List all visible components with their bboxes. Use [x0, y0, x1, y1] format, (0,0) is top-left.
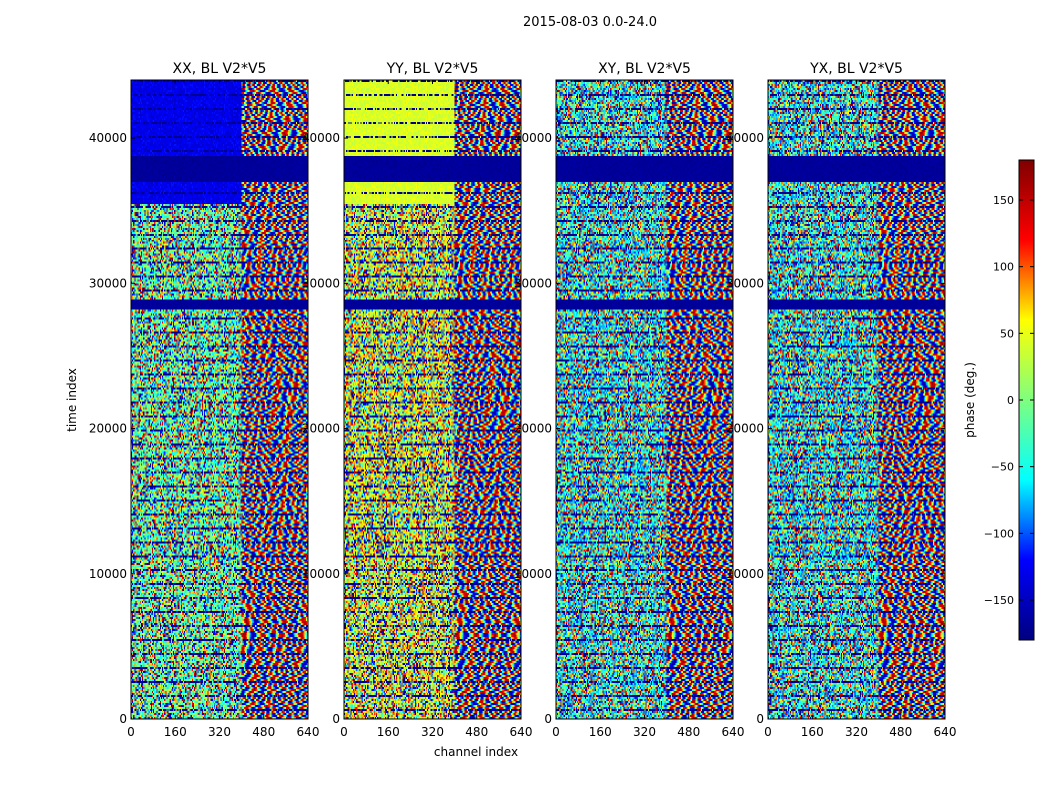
- panel-title: YY, BL V2*V5: [386, 61, 479, 77]
- y-tick-label: 30000: [514, 276, 552, 290]
- y-tick-label: 30000: [726, 276, 764, 290]
- colorbar-label: phase (deg.): [963, 362, 977, 438]
- y-tick-label: 10000: [89, 567, 127, 581]
- x-tick-label: 160: [164, 725, 187, 739]
- panels: XX, BL V2*V5 0 160 320 480 640 0 10000 20000 3000…: [89, 61, 957, 739]
- panel-1: YY, BL V2*V5 0 160 320 480 640 0 10000 20000 3000…: [302, 61, 533, 739]
- colorbar-tick-label: 0: [1007, 394, 1014, 407]
- x-tick-label: 640: [297, 725, 320, 739]
- x-tick-label: 640: [510, 725, 533, 739]
- x-tick-label: 160: [589, 725, 612, 739]
- y-tick-label: 40000: [302, 131, 340, 145]
- x-tick-label: 320: [633, 725, 656, 739]
- x-tick-label: 160: [801, 725, 824, 739]
- x-tick-label: 640: [934, 725, 957, 739]
- colorbar-tick-label: 50: [1000, 327, 1014, 340]
- y-tick-label: 0: [332, 712, 340, 726]
- x-tick-label: 320: [208, 725, 231, 739]
- y-tick-label: 20000: [514, 422, 552, 436]
- panel-0: XX, BL V2*V5 0 160 320 480 640 0 10000 20000 3000…: [89, 61, 320, 739]
- x-tick-label: 0: [552, 725, 560, 739]
- figure-suptitle: 2015-08-03 0.0-24.0: [523, 15, 657, 30]
- panel-3: YX, BL V2*V5 0 160 320 480 640 0 10000 20000 3000…: [726, 61, 957, 739]
- y-tick-label: 10000: [514, 567, 552, 581]
- y-tick-label: 10000: [302, 567, 340, 581]
- x-axis-label: channel index: [434, 745, 518, 759]
- panel-heatmap-image: [344, 80, 521, 719]
- x-tick-label: 480: [465, 725, 488, 739]
- y-tick-label: 10000: [726, 567, 764, 581]
- y-tick-label: 20000: [302, 422, 340, 436]
- panel-title: XX, BL V2*V5: [173, 61, 267, 77]
- panel-title: XY, BL V2*V5: [598, 61, 691, 77]
- panel-heatmap-image: [131, 80, 308, 719]
- y-axis-label: time index: [65, 368, 79, 432]
- y-tick-label: 0: [119, 712, 127, 726]
- x-tick-label: 320: [421, 725, 444, 739]
- panel-heatmap-image: [556, 80, 733, 719]
- x-tick-label: 480: [677, 725, 700, 739]
- y-tick-label: 40000: [514, 131, 552, 145]
- colorbar: −150 −100 −50 0 50 100 150: [984, 159, 1035, 641]
- x-tick-label: 160: [377, 725, 400, 739]
- x-tick-label: 480: [889, 725, 912, 739]
- colorbar-tick-label: −50: [991, 461, 1014, 474]
- y-tick-label: 30000: [302, 276, 340, 290]
- panel-2: XY, BL V2*V5 0 160 320 480 640 0 10000 20000 3000…: [514, 61, 745, 739]
- panel-title: YX, BL V2*V5: [809, 61, 903, 77]
- x-tick-label: 0: [764, 725, 772, 739]
- colorbar-tick-label: −100: [984, 527, 1014, 540]
- y-tick-label: 30000: [89, 276, 127, 290]
- y-tick-label: 20000: [89, 422, 127, 436]
- y-tick-label: 0: [756, 712, 764, 726]
- x-tick-label: 320: [845, 725, 868, 739]
- y-tick-label: 0: [544, 712, 552, 726]
- x-tick-label: 0: [127, 725, 135, 739]
- colorbar-tick-label: 150: [993, 194, 1014, 207]
- colorbar-tick-label: −150: [984, 594, 1014, 607]
- y-tick-label: 40000: [89, 131, 127, 145]
- panel-heatmap-image: [768, 80, 945, 719]
- y-tick-label: 20000: [726, 422, 764, 436]
- x-tick-label: 0: [340, 725, 348, 739]
- y-tick-label: 40000: [726, 131, 764, 145]
- x-tick-label: 480: [252, 725, 275, 739]
- colorbar-tick-label: 100: [993, 261, 1014, 274]
- x-tick-label: 640: [722, 725, 745, 739]
